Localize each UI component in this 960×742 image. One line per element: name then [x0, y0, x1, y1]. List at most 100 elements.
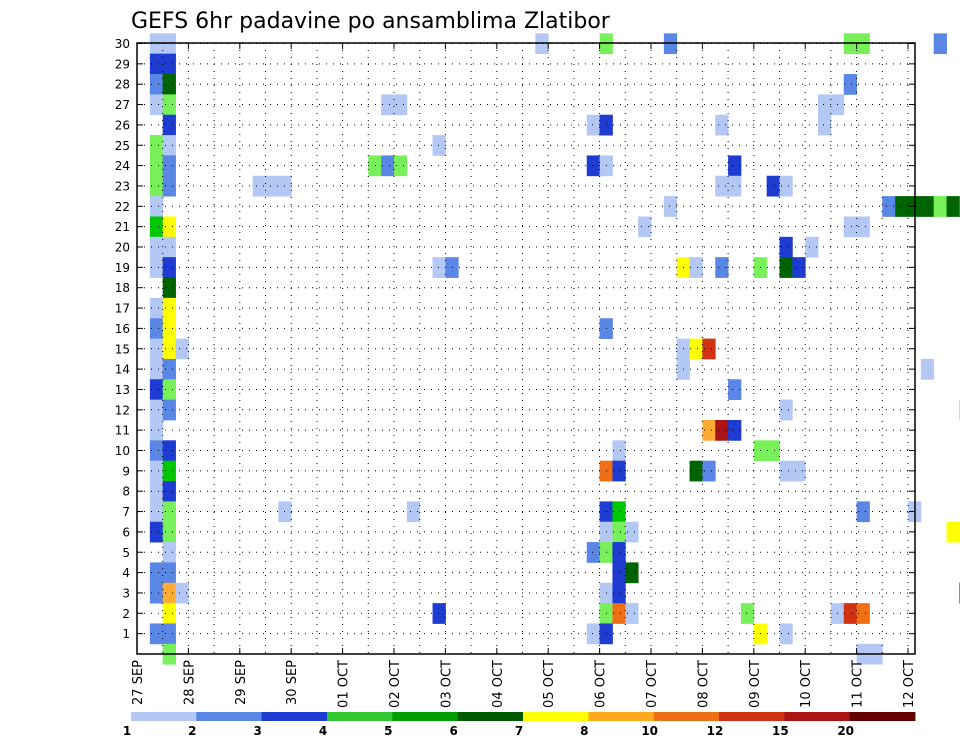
y-tick-label: 24: [115, 159, 130, 173]
heatmap-cell: [149, 582, 164, 604]
y-tick-label: 25: [115, 139, 130, 153]
heatmap-cell: [149, 419, 164, 441]
legend-label: 1: [123, 724, 131, 738]
heatmap-cell: [149, 135, 164, 156]
heatmap-cell: [149, 236, 164, 258]
heatmap-cell: [586, 623, 600, 645]
heatmap-cell: [149, 257, 164, 278]
x-tick-label: 10 OCT: [799, 660, 814, 708]
y-tick-label: 12: [115, 403, 130, 417]
heatmap-cell: [856, 501, 870, 523]
legend-swatch: [849, 712, 916, 721]
heatmap-cell: [715, 114, 729, 136]
heatmap-cell: [162, 542, 176, 563]
heatmap-cell: [856, 603, 870, 624]
y-tick-label: 8: [122, 485, 130, 499]
y-tick-label: 19: [115, 261, 130, 275]
heatmap-cell: [162, 114, 176, 136]
heatmap-cell: [149, 318, 164, 339]
heatmap-cell: [162, 481, 176, 502]
heatmap-cell: [715, 175, 729, 197]
x-tick-label: 29 SEP: [234, 660, 249, 705]
heatmap-cell: [779, 460, 793, 482]
legend-label: 15: [772, 724, 789, 738]
heatmap-cell: [715, 419, 729, 441]
x-tick-label: 05 OCT: [542, 660, 557, 708]
legend-label: 2: [188, 724, 196, 738]
heatmap-cell: [728, 175, 742, 197]
heatmap-cell: [779, 175, 793, 197]
y-tick-label: 4: [122, 566, 130, 580]
heatmap-cell: [612, 582, 626, 604]
heatmap-cell: [162, 216, 176, 238]
heatmap-cell: [612, 501, 626, 523]
x-tick-label: 01 OCT: [337, 660, 352, 708]
heatmap-cell: [149, 358, 164, 380]
heatmap-cell: [162, 501, 176, 523]
heatmap-cell: [162, 460, 176, 482]
heatmap-cell: [162, 135, 176, 156]
heatmap-cell: [265, 175, 279, 197]
legend-label: 20: [837, 724, 854, 738]
x-tick-label: 07 OCT: [645, 660, 660, 708]
legend-swatch: [784, 712, 851, 721]
legend-label: 3: [253, 724, 261, 738]
legend-label: 5: [384, 724, 392, 738]
legend-swatch: [588, 712, 655, 721]
heatmap-cell: [586, 114, 600, 136]
heatmap-cell: [149, 94, 164, 116]
heatmap-cell: [149, 338, 164, 360]
y-tick-label: 22: [115, 200, 130, 214]
y-tick-label: 7: [122, 505, 130, 519]
heatmap-cell: [149, 175, 164, 197]
y-tick-label: 11: [115, 424, 130, 438]
heatmap-cell: [818, 114, 832, 136]
x-tick-label: 04 OCT: [491, 660, 506, 708]
x-tick-label: 02 OCT: [388, 660, 403, 708]
heatmap-cell: [766, 175, 780, 197]
heatmap-cell: [149, 297, 164, 319]
legend-swatch: [327, 712, 393, 721]
heatmap-cell: [856, 216, 870, 238]
heatmap-cell: [805, 236, 819, 258]
heatmap-cell: [149, 460, 164, 482]
legend-swatch: [131, 712, 197, 721]
legend-swatch: [261, 712, 328, 721]
heatmap-cell: [394, 94, 408, 116]
heatmap-cell: [689, 257, 703, 278]
x-tick-label: 12 OCT: [902, 660, 917, 708]
heatmap-cell: [779, 257, 793, 278]
heatmap-cell: [149, 155, 164, 177]
y-tick-label: 13: [115, 383, 130, 397]
heatmap-cell: [162, 297, 176, 319]
y-tick-label: 20: [115, 241, 130, 255]
heatmap-cell: [625, 521, 639, 543]
heatmap-cell: [638, 216, 652, 238]
heatmap-cell: [149, 216, 164, 238]
heatmap-cell: [612, 542, 626, 563]
legend-swatch: [523, 712, 589, 721]
legend-label: 12: [707, 724, 724, 738]
legend-label: 8: [580, 724, 588, 738]
heatmap-cell: [149, 481, 164, 502]
heatmap-cell: [162, 440, 176, 462]
legend-swatch: [457, 712, 524, 721]
heatmap-cells: [149, 33, 960, 665]
heatmap-cell: [149, 440, 164, 462]
heatmap-cell: [689, 460, 703, 482]
heatmap-cell: [162, 358, 176, 380]
y-tick-label: 28: [115, 78, 130, 92]
heatmap-cell: [946, 521, 960, 543]
heatmap-cell: [432, 257, 446, 278]
heatmap-cell: [162, 236, 176, 258]
x-tick-label: 27 SEP: [131, 660, 146, 705]
heatmap-cell: [162, 94, 176, 116]
x-tick-label: 09 OCT: [748, 660, 763, 708]
heatmap-cell: [162, 338, 176, 360]
heatmap-cell: [162, 582, 176, 604]
heatmap-cell: [728, 155, 742, 177]
heatmap-cell: [612, 562, 626, 584]
x-tick-label: 06 OCT: [594, 660, 609, 708]
